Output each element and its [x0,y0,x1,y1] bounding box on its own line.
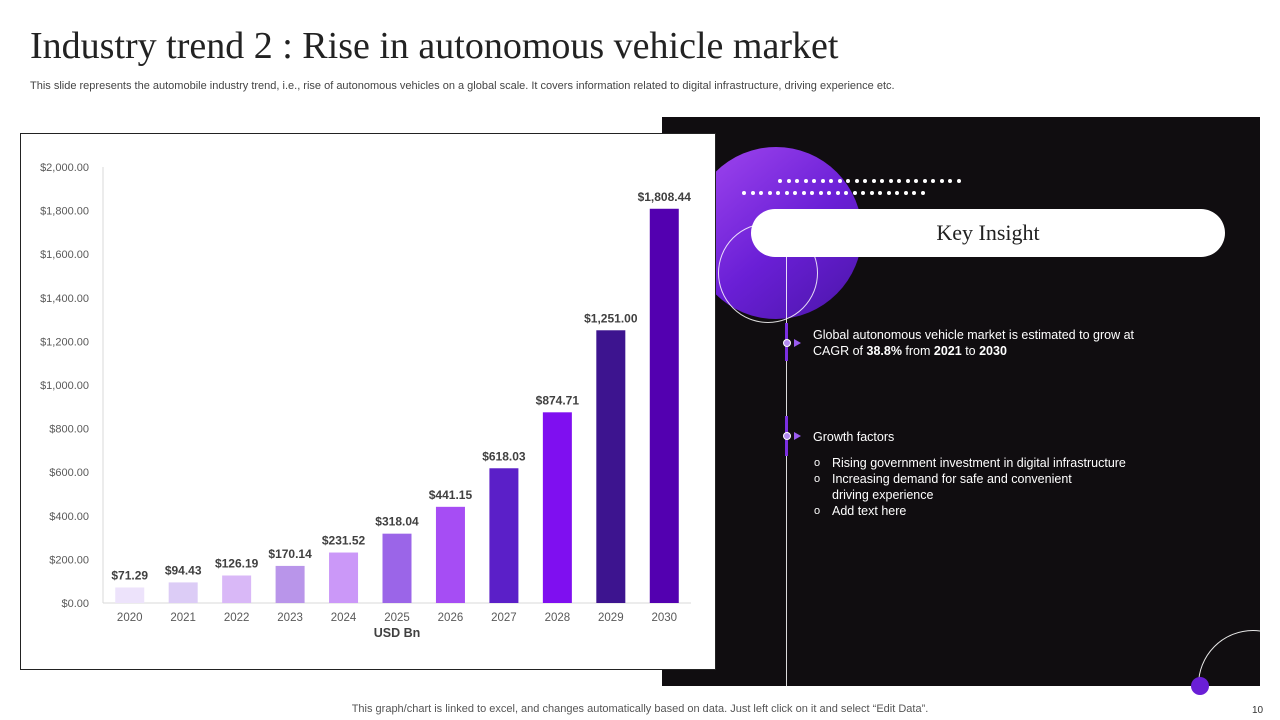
footer-note: This graph/chart is linked to excel, and… [351,703,929,715]
cagr-value: 38.8% [866,344,902,358]
y-tick-label: $0.00 [61,598,89,610]
bar [222,575,252,603]
data-label: $1,808.44 [638,190,692,204]
bar [382,533,412,603]
x-tick-label: 2028 [545,612,571,624]
x-tick-label: 2020 [117,612,143,624]
x-tick-label: 2026 [438,612,464,624]
x-tick-label: 2022 [224,612,250,624]
bar [596,330,626,603]
x-tick-label: 2024 [331,612,357,624]
x-axis-label: USD Bn [374,626,421,640]
insight-point-cagr: Global autonomous vehicle market is esti… [813,327,1173,359]
decorative-purple-dot [1191,677,1209,695]
list-item: Rising government investment in digital … [813,455,1172,471]
insight-text: CAGR of [813,344,867,358]
page-number: 10 [1252,705,1264,716]
x-tick-label: 2027 [491,612,517,624]
insight-line-1: Global autonomous vehicle market is esti… [813,328,1134,342]
x-tick-label: 2030 [651,612,677,624]
bar [168,582,198,603]
end-year: 2030 [979,344,1007,358]
x-tick-label: 2021 [170,612,196,624]
timeline-arrow-icon [794,339,801,347]
x-tick-label: 2025 [384,612,410,624]
decorative-dots-top [778,179,965,185]
bar [115,587,145,603]
decorative-dots-bottom [742,191,929,197]
timeline-line [786,255,787,687]
bar [649,208,679,603]
y-tick-label: $1,200.00 [40,336,89,348]
timeline-arrow-icon [794,432,801,440]
growth-factors-heading: Growth factors [813,430,895,444]
data-label: $71.29 [111,568,148,582]
bar [329,552,359,603]
insight-line-2: CAGR of 38.8% from 2021 to 2030 [813,343,1173,359]
x-tick-label: 2023 [277,612,303,624]
y-tick-label: $400.00 [49,511,89,523]
data-label: $94.43 [165,563,202,577]
insight-text: from [901,344,934,358]
key-insight-heading: Key Insight [751,209,1225,257]
timeline-marker-dot [783,339,791,347]
slide-title: Industry trend 2 : Rise in autonomous ve… [30,25,839,67]
bar-chart-svg: $0.00 $200.00 $400.00 $600.00 $800.00 $1,000.… [40,162,692,640]
y-tick-label: $1,600.00 [40,249,89,261]
data-label: $318.04 [375,515,419,529]
insight-text: to [961,344,980,358]
list-item: Add text here [813,503,1172,519]
bar [489,468,519,603]
data-label: $231.52 [322,534,366,548]
timeline-marker-dot [783,432,791,440]
y-tick-label: $200.00 [49,554,89,566]
data-label: $126.19 [215,556,259,570]
data-label: $170.14 [268,547,312,561]
bar [542,412,572,603]
y-tick-label: $800.00 [49,424,89,436]
data-label: $441.15 [429,488,473,502]
growth-factors-list: Rising government investment in digital … [813,455,1172,519]
bar [275,565,305,603]
y-tick-label: $1,000.00 [40,380,89,392]
insight-panel-background [662,117,1260,686]
x-tick-label: 2029 [598,612,624,624]
bar [435,506,465,603]
decorative-corner-ring [1198,630,1260,686]
slide-subtitle: This slide represents the automobile ind… [30,80,895,92]
data-label: $1,251.00 [584,311,638,325]
y-tick-label: $600.00 [49,467,89,479]
data-label: $618.03 [482,449,526,463]
bar-chart[interactable]: $0.00 $200.00 $400.00 $600.00 $800.00 $1,000.… [20,133,716,670]
data-label: $874.71 [536,393,580,407]
list-item: Increasing demand for safe and convenien… [813,471,1097,503]
y-tick-label: $2,000.00 [40,162,89,174]
y-tick-label: $1,800.00 [40,206,89,218]
start-year: 2021 [933,344,962,358]
y-tick-label: $1,400.00 [40,293,89,305]
